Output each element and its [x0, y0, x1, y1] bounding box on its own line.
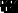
Text: (002)$_t$: (002)$_t$	[8, 8, 18, 13]
Text: (200)$_r$: (200)$_r$	[13, 3, 18, 13]
Text: (b): (b)	[10, 1, 18, 13]
Text: (200)$_t$: (200)$_t$	[9, 8, 18, 13]
Text: (002)$_t$: (002)$_t$	[13, 2, 18, 13]
Text: (200)$_r$: (200)$_r$	[8, 8, 18, 13]
Text: (002)$_t$: (002)$_t$	[4, 2, 18, 13]
Text: (c): (c)	[5, 7, 18, 13]
Text: (200)$_r$: (200)$_r$	[5, 3, 18, 13]
Text: (a): (a)	[1, 1, 18, 13]
